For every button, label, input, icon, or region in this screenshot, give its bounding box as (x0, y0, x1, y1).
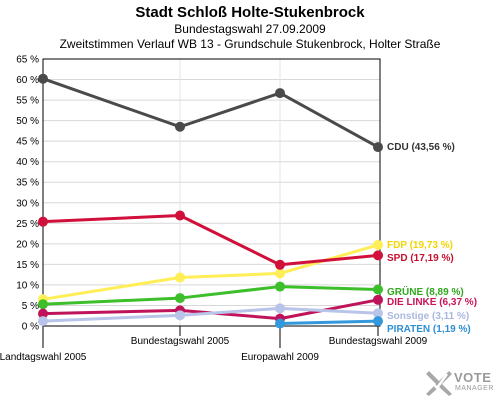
data-point (275, 259, 285, 270)
series-end-label: SPD (17,19 %) (387, 253, 454, 264)
data-point (373, 284, 383, 295)
data-point (175, 121, 185, 132)
data-point (373, 316, 383, 327)
data-point (373, 294, 383, 305)
series-line (279, 319, 379, 326)
plot-frame (42, 58, 381, 327)
data-point (373, 308, 383, 319)
data-point (275, 318, 285, 329)
series-line (42, 298, 379, 321)
data-point (373, 142, 383, 153)
y-tick-label: 5 % (22, 301, 39, 312)
data-point (373, 239, 383, 250)
y-tick-label: 50 % (16, 116, 39, 127)
data-point (275, 303, 285, 314)
x-tick-label: Bundestagswahl 2009 (329, 336, 428, 347)
data-point (175, 293, 185, 304)
data-point (38, 308, 48, 319)
data-point (38, 73, 48, 84)
series-line (42, 214, 379, 267)
series-end-label: DIE LINKE (6,37 %) (387, 297, 477, 308)
vote-manager-logo: VOTE MANAGER (426, 368, 498, 398)
series-end-label: CDU (43,56 %) (387, 142, 455, 153)
logo-text-manager: MANAGER (455, 385, 494, 392)
y-tick-label: 15 % (16, 260, 39, 271)
series-end-label: FDP (19,73 %) (387, 240, 453, 251)
y-tick-label: 25 % (16, 219, 39, 230)
vote-manager-mark-icon (426, 371, 452, 396)
y-tick-label: 65 % (16, 55, 39, 66)
data-point (38, 216, 48, 227)
series-end-label: GRÜNE (8,89 %) (387, 285, 464, 298)
plot-area (43, 59, 380, 326)
series-end-label: Sonstige (3,11 %) (387, 311, 469, 322)
y-tick-label: 30 % (16, 198, 39, 209)
y-tick-label: 0 % (22, 322, 39, 333)
series-line (42, 306, 379, 323)
y-tick-label: 40 % (16, 157, 39, 168)
chart-subtitle-2: Zweitstimmen Verlauf WB 13 - Grundschule… (59, 37, 441, 51)
chart-titles: Stadt Schloß Holte-Stukenbrock Bundestag… (0, 4, 500, 52)
y-tick-label: 20 % (16, 239, 39, 250)
data-point (175, 210, 185, 221)
chart-title: Stadt Schloß Holte-Stukenbrock (135, 4, 365, 21)
y-tick-label: 60 % (16, 75, 39, 86)
data-point (373, 250, 383, 261)
x-tick-label: Europawahl 2009 (241, 352, 319, 363)
data-point (275, 88, 285, 99)
logo-text-vote: VOTE (454, 370, 492, 385)
data-point (175, 272, 185, 283)
data-point (275, 281, 285, 292)
series-line (42, 285, 379, 306)
y-tick-label: 35 % (16, 178, 39, 189)
series-line (42, 77, 379, 149)
series-end-label: PIRATEN (1,19 %) (387, 324, 471, 335)
x-tick-label: Bundestagswahl 2005 (131, 336, 230, 347)
data-point (175, 310, 185, 321)
data-point (275, 268, 285, 279)
x-tick-label: Landtagswahl 2005 (0, 352, 87, 363)
y-tick-label: 55 % (16, 96, 39, 107)
data-point (38, 299, 48, 310)
y-tick-label: 45 % (16, 137, 39, 148)
chart-subtitle: Bundestagswahl 27.09.2009 (174, 22, 326, 36)
data-point (38, 316, 48, 327)
y-tick-label: 10 % (16, 280, 39, 291)
